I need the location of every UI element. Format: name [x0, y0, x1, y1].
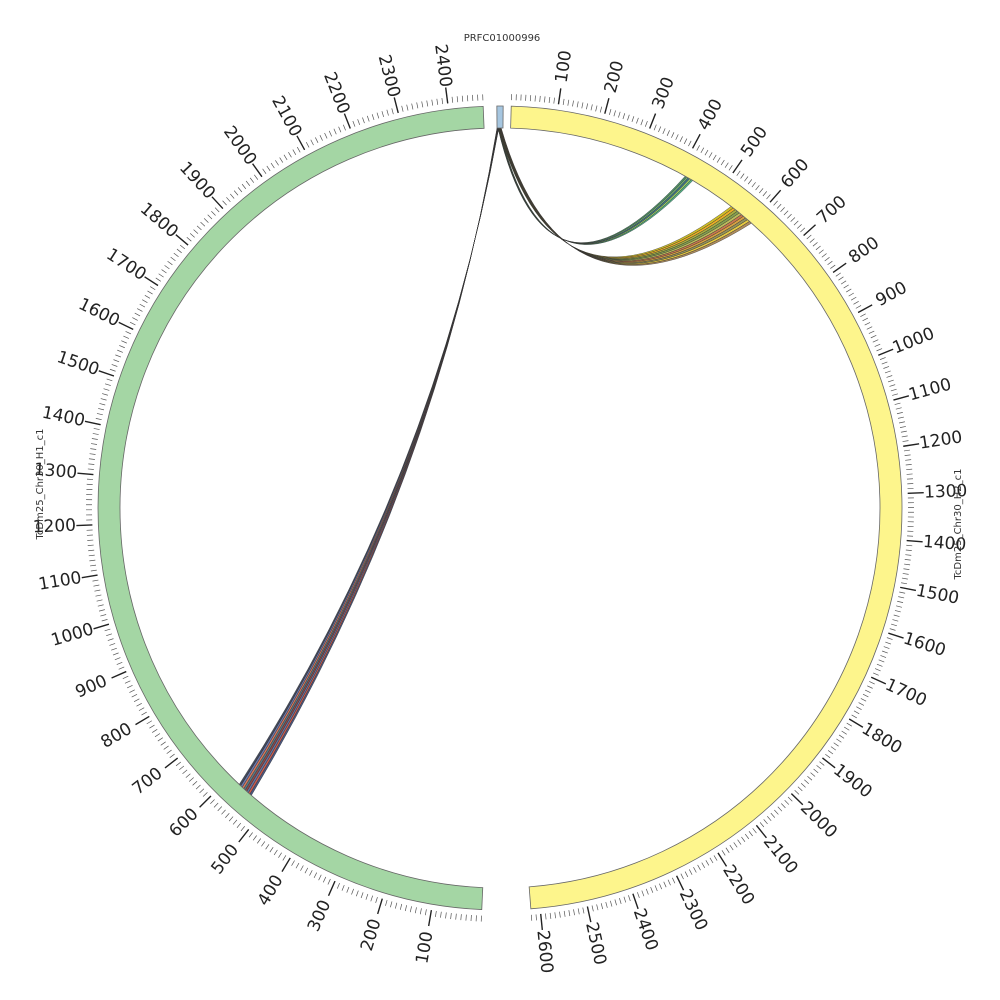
segment-h1 [97, 105, 485, 911]
tick-label: 2300 [374, 53, 404, 100]
link-ribbon [246, 127, 498, 794]
tick-label: 2400 [629, 906, 662, 953]
links-layer [238, 127, 752, 796]
segment-name-prfc: PRFC01000996 [464, 33, 541, 44]
tick-label: 900 [73, 671, 111, 702]
tick-label: 300 [648, 74, 679, 112]
tick-label: 2300 [675, 886, 712, 934]
tick-label: 600 [165, 804, 202, 841]
tick-label: 2600 [532, 929, 556, 974]
tick-label: 1300 [924, 481, 968, 503]
tick-label: 1200 [32, 516, 76, 538]
segment-h2 [510, 105, 903, 910]
tick-label: 400 [254, 871, 288, 909]
tick-label: 800 [98, 719, 136, 753]
tick-label: 300 [304, 897, 335, 935]
tick-label: 1400 [40, 403, 86, 431]
link-ribbon [249, 127, 498, 796]
tick-label: 1300 [33, 460, 78, 483]
tick-label: 1200 [918, 427, 964, 453]
link-ribbon [248, 127, 498, 795]
tick-label: 1500 [914, 581, 960, 609]
tick-label: 1400 [922, 532, 967, 555]
ticks-layer [76, 87, 924, 930]
labels-layer: 100 200 3004005006007008009001000110012001… [32, 33, 967, 974]
tick-label: 100 [412, 930, 437, 965]
tick-label: 2400 [430, 43, 455, 88]
link-ribbon [241, 127, 499, 789]
tick-label: 2100 [759, 832, 802, 878]
tick-label: 1600 [901, 629, 948, 661]
tick-label: 900 [872, 278, 910, 311]
tick-label: 200 [601, 59, 629, 96]
link-ribbon [243, 127, 499, 791]
link-bundle-2 [238, 127, 500, 796]
tick-label: 500 [737, 123, 772, 161]
tick-label: 800 [845, 233, 883, 268]
tick-label: 1700 [882, 675, 930, 711]
tick-label: 2100 [267, 93, 305, 141]
tick-label: 1100 [37, 568, 83, 595]
tick-label: 1800 [858, 719, 905, 758]
link-ribbon [238, 127, 500, 787]
tick-label: 2200 [718, 861, 758, 908]
tick-label: 400 [694, 96, 727, 134]
tick-label: 2500 [581, 920, 610, 967]
tick-label: 2000 [796, 798, 841, 843]
tick-label: 1900 [829, 760, 875, 802]
segment-prfc [496, 105, 504, 129]
major-ticks-h2 [540, 88, 924, 930]
tick-marks-h2 [511, 90, 922, 928]
major-ticks-h1 [76, 87, 449, 927]
segments-layer [97, 105, 903, 911]
link-ribbon [240, 127, 499, 788]
tick-label: 700 [129, 764, 167, 800]
tick-label: 1600 [75, 294, 123, 331]
segment-name-h2: TcDm25_Chr30_H2_c1 [953, 469, 964, 581]
tick-label: 200 [357, 917, 386, 954]
tick-label: 2000 [219, 122, 260, 169]
tick-label: 1100 [907, 375, 954, 406]
tick-label: 1700 [103, 245, 150, 285]
tick-label: 100 [552, 49, 576, 84]
tick-label: 1800 [136, 199, 182, 242]
tick-label: 2200 [319, 69, 353, 117]
tick-label: 700 [813, 192, 851, 229]
tick-label: 1500 [54, 347, 101, 380]
tick-label: 500 [207, 840, 243, 878]
segment-name-h1: TcDm25_Chr30_H1_c1 [35, 429, 46, 541]
tick-label: 600 [777, 155, 813, 193]
tick-label: 1000 [890, 324, 938, 359]
link-ribbon [244, 127, 499, 792]
tick-label: 1000 [49, 619, 96, 650]
